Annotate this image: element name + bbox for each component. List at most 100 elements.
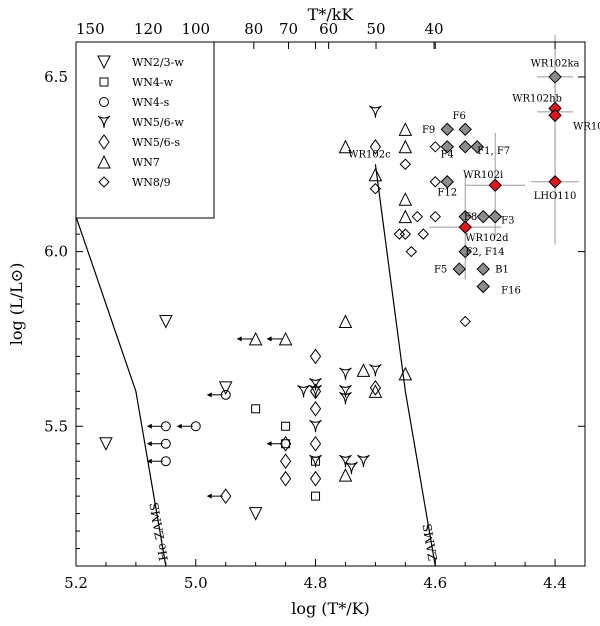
top-tick-label: 70 (279, 20, 298, 38)
top-tick-label: 80 (244, 20, 263, 38)
data-point-tri-down (309, 454, 322, 468)
data-point-triangle-up (338, 468, 353, 482)
annotation-label: WR102ea (573, 121, 600, 132)
annotation-label: F4 (441, 149, 454, 160)
y-tick-label: 6.5 (44, 68, 68, 86)
data-point-triangle-down (248, 507, 263, 521)
annotation-label: WR102ka (531, 58, 580, 69)
x-tick-label: 5.2 (64, 574, 88, 592)
data-point-diamond (369, 138, 382, 155)
data-point-diamond-gray (488, 209, 502, 224)
top-axis-title: T*/kK (308, 5, 355, 24)
data-point-circle (160, 421, 171, 432)
data-point-diamond-small (393, 228, 406, 240)
legend-label: WN7 (132, 156, 160, 169)
data-point-diamond (369, 379, 382, 396)
limit-arrow-head (206, 392, 212, 398)
data-point-circle (160, 438, 171, 449)
data-point-diamond-gray (470, 140, 484, 154)
data-point-diamond-small (429, 210, 442, 223)
limit-arrow-head (236, 336, 242, 342)
annotation-label: F5 (434, 265, 447, 276)
annotation-label: F6 (453, 111, 466, 122)
data-point-triangle-up (368, 167, 383, 182)
data-point-triangle-up (278, 331, 293, 346)
data-point-circle (220, 389, 231, 400)
legend-marker-diamond (98, 134, 110, 150)
top-tick-label: 100 (181, 20, 210, 38)
annotation-label: F1, F7 (477, 146, 510, 157)
data-point-diamond-red (488, 178, 502, 192)
data-point-triangle-up (398, 209, 413, 224)
annotation-label: F9 (422, 125, 435, 136)
y-axis-title: log (L/L⊙) (7, 263, 26, 346)
y-tick-label: 6.0 (44, 243, 68, 261)
data-point-triangle-up (398, 122, 413, 136)
axes: 5.2 5.0 4.8 4.6 4.4 5.5 6.0 6.5 150 120 100 80 70 60 5… (7, 5, 586, 618)
data-point-tri-down (309, 419, 322, 433)
data-point-diamond-small (369, 183, 382, 195)
data-point-circle (190, 421, 201, 432)
data-point-triangle-up (338, 139, 353, 154)
data-point-tri-down (345, 461, 358, 475)
legend-box (75, 41, 215, 219)
x-tick-label: 4.8 (304, 574, 328, 592)
data-point-diamond-gray (452, 262, 466, 276)
data-point-diamond-gray (476, 279, 490, 294)
top-tick-label: 150 (76, 20, 105, 38)
top-tick-label: 40 (425, 20, 444, 38)
top-tick-label: 50 (366, 20, 385, 38)
data-point-diamond-red (458, 220, 472, 234)
annotation-label: F16 (501, 286, 521, 297)
top-tick-label: 120 (134, 20, 163, 38)
legend-label: WN8/9 (132, 176, 171, 189)
data-point-triangle-up (356, 363, 371, 377)
legend-marker-triangle-down (97, 55, 111, 70)
data-point-diamond-gray (458, 244, 472, 259)
limit-arrow-head (266, 336, 272, 342)
data-point-tri-down (339, 367, 352, 380)
data-point-diamond-red (548, 175, 562, 189)
limit-arrow-head (146, 441, 152, 447)
legend-label: WN5/6-w (132, 116, 184, 129)
data-point-triangle-up (398, 366, 413, 381)
limit-arrow-head (146, 423, 152, 429)
data-point-triangle-up (248, 331, 263, 346)
data-point-diamond-gray (440, 122, 454, 137)
data-point-diamond-small (399, 158, 412, 170)
x-tick-label: 5.0 (184, 574, 208, 592)
data-point-square (281, 439, 291, 449)
data-point-tri-down (309, 377, 322, 391)
data-point-diamond (220, 488, 232, 504)
curve-he-zams (75, 216, 167, 567)
data-point-tri-down (357, 454, 370, 468)
data-point-diamond (309, 435, 322, 452)
data-point-circle (160, 456, 171, 467)
data-point-diamond (309, 383, 322, 400)
data-point-tri-down (369, 105, 382, 118)
data-point-diamond-gray (440, 175, 454, 189)
annotation-label: WR102i (463, 170, 503, 181)
data-point-diamond (279, 453, 292, 470)
legend-marker-circle (99, 97, 109, 107)
data-point-tri-down (369, 363, 382, 377)
data-point-tri-down (339, 384, 352, 398)
limit-arrow-head (176, 423, 182, 429)
legend-marker-square (99, 77, 109, 87)
data-point-diamond-gray (458, 122, 472, 137)
data-point-diamond-small (459, 315, 471, 328)
annotation-label: F8 (464, 212, 477, 223)
curve-zams (374, 164, 436, 567)
data-point-diamond-red (548, 108, 562, 123)
y-tick-label: 5.5 (44, 417, 68, 435)
data-point-diamond-small (405, 245, 418, 258)
data-point-triangle-up (338, 314, 353, 328)
data-point-diamond-gray (476, 209, 490, 224)
annotation-label: B1 (495, 265, 509, 276)
legend-label: WN2/3-w (132, 56, 184, 69)
data-point-diamond (309, 348, 322, 365)
data-point-triangle-up (368, 384, 383, 398)
data-point-diamond-gray (476, 262, 490, 276)
data-point-diamond-small (411, 210, 424, 223)
curve-label-zams: ZAMS (420, 523, 440, 562)
